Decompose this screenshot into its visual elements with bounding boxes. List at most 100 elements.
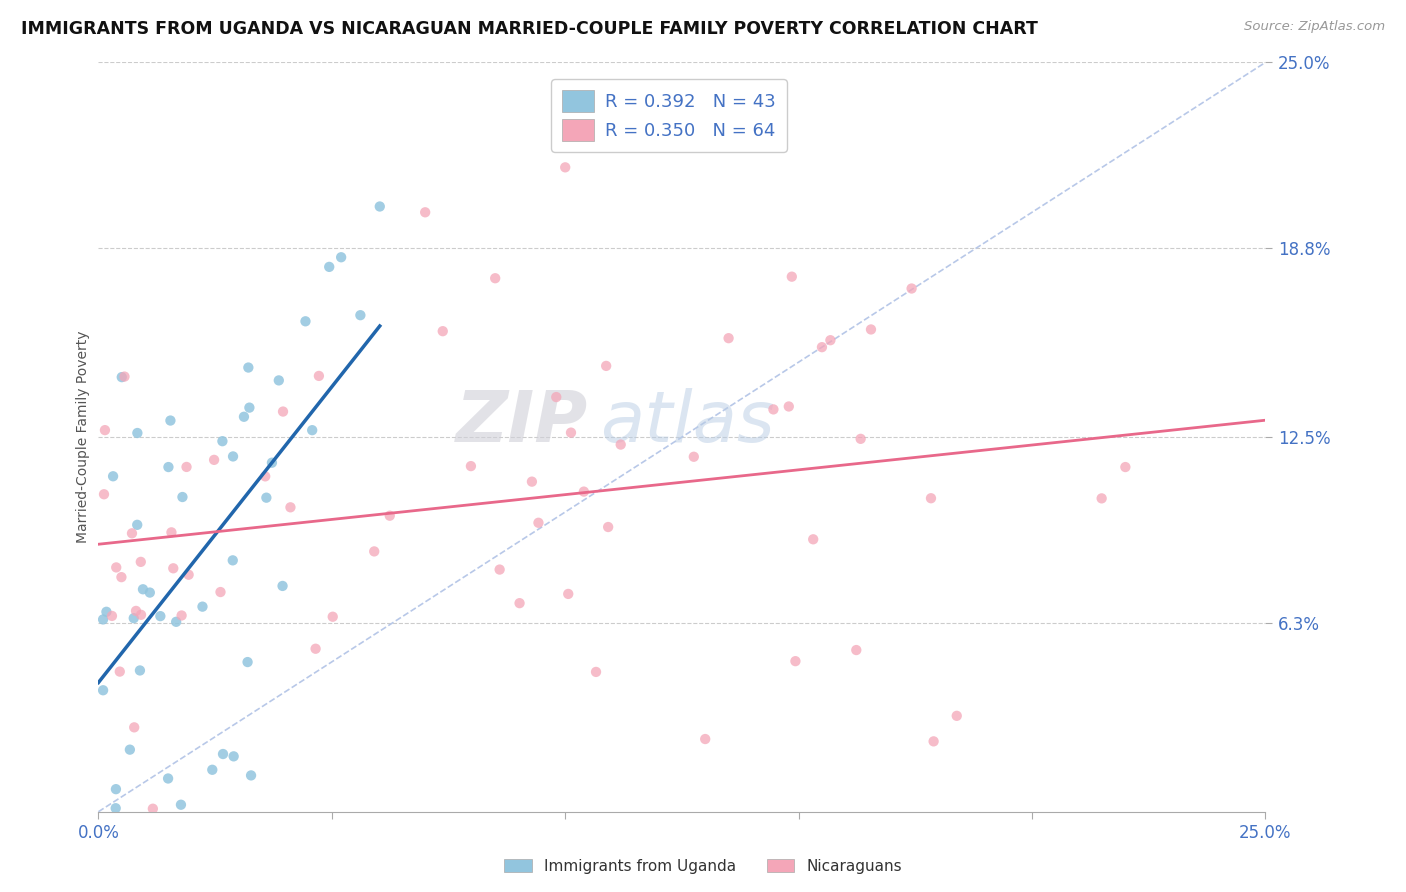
Point xyxy=(780,269,803,284)
Point xyxy=(585,665,607,679)
Point xyxy=(91,612,114,626)
Point xyxy=(91,683,114,698)
Point xyxy=(682,450,704,464)
Point xyxy=(94,423,117,437)
Point xyxy=(129,607,152,622)
Point xyxy=(238,360,260,375)
Point xyxy=(572,484,595,499)
Text: atlas: atlas xyxy=(600,388,775,457)
Point xyxy=(96,605,118,619)
Point xyxy=(139,585,162,599)
Point xyxy=(267,373,290,387)
Point xyxy=(460,459,482,474)
Point xyxy=(104,782,127,797)
Y-axis label: Married-Couple Family Poverty: Married-Couple Family Poverty xyxy=(76,331,90,543)
Point xyxy=(101,609,124,624)
Point xyxy=(920,491,942,506)
Point xyxy=(177,567,200,582)
Point xyxy=(108,665,131,679)
Point xyxy=(222,450,245,464)
Point xyxy=(127,425,149,440)
Point xyxy=(294,314,316,328)
Point xyxy=(118,742,141,756)
Point xyxy=(546,390,568,404)
Point xyxy=(172,490,194,504)
Point xyxy=(849,432,872,446)
Point xyxy=(132,582,155,597)
Point xyxy=(170,608,193,623)
Point xyxy=(484,271,506,285)
Point xyxy=(122,611,145,625)
Point xyxy=(159,413,181,427)
Point xyxy=(432,324,454,338)
Point xyxy=(598,520,620,534)
Point xyxy=(318,260,340,274)
Point xyxy=(820,333,842,347)
Point xyxy=(845,643,868,657)
Point xyxy=(129,664,152,678)
Point xyxy=(322,609,344,624)
Point xyxy=(160,525,183,540)
Point xyxy=(236,655,259,669)
Point xyxy=(363,544,385,558)
Point xyxy=(176,459,198,474)
Point xyxy=(509,596,531,610)
Point xyxy=(165,615,187,629)
Point xyxy=(304,641,326,656)
Point xyxy=(191,599,214,614)
Point xyxy=(717,331,740,345)
Point xyxy=(778,400,800,414)
Point xyxy=(271,404,294,418)
Point xyxy=(378,508,401,523)
Point xyxy=(157,460,180,475)
Point xyxy=(105,560,128,574)
Point xyxy=(488,563,510,577)
Point xyxy=(254,469,277,483)
Text: IMMIGRANTS FROM UGANDA VS NICARAGUAN MARRIED-COUPLE FAMILY POVERTY CORRELATION C: IMMIGRANTS FROM UGANDA VS NICARAGUAN MAR… xyxy=(21,20,1038,37)
Point xyxy=(170,797,193,812)
Point xyxy=(520,475,543,489)
Point xyxy=(238,401,260,415)
Point xyxy=(111,370,134,384)
Point xyxy=(240,768,263,782)
Text: ZIP: ZIP xyxy=(457,388,589,457)
Point xyxy=(280,500,302,515)
Point xyxy=(254,491,277,505)
Point xyxy=(110,570,132,584)
Point xyxy=(114,369,136,384)
Point xyxy=(1091,491,1114,506)
Text: Source: ZipAtlas.com: Source: ZipAtlas.com xyxy=(1244,20,1385,33)
Point xyxy=(557,587,579,601)
Point xyxy=(121,526,143,541)
Point xyxy=(349,308,371,322)
Point xyxy=(260,456,283,470)
Point xyxy=(142,802,165,816)
Point xyxy=(527,516,550,530)
Point xyxy=(330,250,353,264)
Point xyxy=(233,409,256,424)
Point xyxy=(149,609,172,624)
Point xyxy=(162,561,184,575)
Point xyxy=(859,322,882,336)
Legend: Immigrants from Uganda, Nicaraguans: Immigrants from Uganda, Nicaraguans xyxy=(498,853,908,880)
Point xyxy=(222,749,245,764)
Point xyxy=(104,801,127,815)
Point xyxy=(157,772,180,786)
Point xyxy=(125,604,148,618)
Point xyxy=(202,453,225,467)
Point xyxy=(811,340,834,354)
Point xyxy=(413,205,436,219)
Point xyxy=(695,732,717,747)
Point xyxy=(1114,460,1136,475)
Legend: R = 0.392   N = 43, R = 0.350   N = 64: R = 0.392 N = 43, R = 0.350 N = 64 xyxy=(551,79,786,152)
Point xyxy=(785,654,807,668)
Point xyxy=(209,585,232,599)
Point xyxy=(101,469,124,483)
Point xyxy=(301,423,323,437)
Point xyxy=(127,517,149,532)
Point xyxy=(93,487,115,501)
Point xyxy=(122,720,145,734)
Point xyxy=(129,555,152,569)
Point xyxy=(211,434,233,449)
Point xyxy=(271,579,294,593)
